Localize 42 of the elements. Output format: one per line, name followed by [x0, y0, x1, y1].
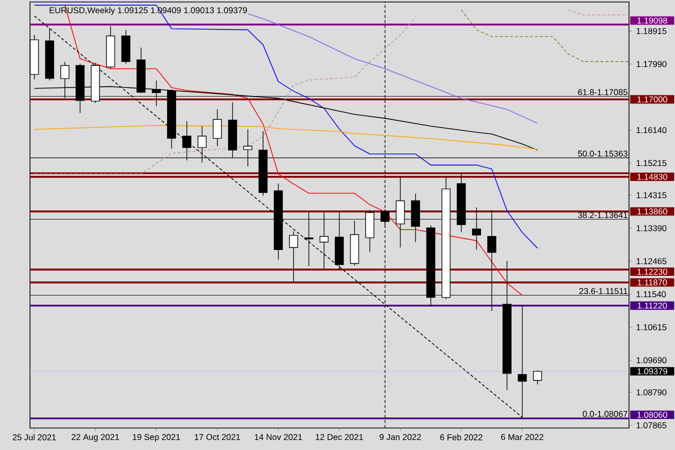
y-tick-label: 1.14315	[636, 192, 666, 198]
candlestick	[212, 109, 222, 146]
y-tick-label: 1.13390	[636, 225, 666, 232]
y-tick-label: 1.12465	[636, 258, 666, 264]
x-tick-label: 6 Feb 2022	[440, 434, 482, 440]
line-series	[460, 9, 630, 62]
ref-line-label: 1.08060	[637, 412, 668, 418]
y-tick-label: 1.07865	[636, 422, 666, 428]
x-tick-label: 25 Jul 2021	[12, 434, 56, 440]
x-tick-label: 22 Aug 2021	[72, 434, 120, 442]
ref-line-label: 1.17000	[637, 96, 668, 102]
ref-line-label: 1.19098	[637, 18, 668, 24]
y-tick-label: 1.10615	[636, 324, 666, 330]
annotation: 0.0-1.08067	[582, 410, 628, 417]
annotation: 38.2-1.13641	[578, 212, 628, 218]
ref-line-label: 1.09379	[637, 368, 668, 374]
y-tick-label: 1.09690	[636, 357, 666, 364]
line-series	[34, 4, 538, 249]
x-tick-label: 19 Sep 2021	[132, 434, 180, 442]
line-series	[247, 13, 538, 124]
x-tick-label: 17 Oct 2021	[194, 434, 240, 440]
ref-line-label: 1.14830	[637, 174, 668, 180]
x-tick-label: 14 Nov 2021	[254, 434, 302, 440]
y-tick-label: 1.18915	[636, 28, 666, 34]
candlestick	[289, 231, 298, 282]
annotation: 50.0-1.15363	[578, 150, 628, 157]
y-tick-label: 1.15215	[636, 160, 666, 166]
annotation: 23.6-1.11511	[579, 288, 628, 294]
annotation: 61.8-1.17085	[578, 89, 628, 96]
y-tick-label: 1.11540	[636, 291, 666, 298]
x-tick-label: 6 Mar 2022	[501, 434, 544, 440]
ref-line-label: 1.12230	[637, 268, 668, 275]
ref-line-label: 1.11870	[638, 279, 667, 286]
y-tick-label: 1.16140	[636, 127, 666, 134]
line-series	[34, 125, 538, 150]
y-tick-label: 1.08790	[636, 389, 666, 396]
ref-line-label: 1.13860	[637, 208, 668, 214]
y-tick-label: 1.17990	[636, 61, 666, 68]
x-tick-label: 9 Jan 2022	[380, 434, 421, 440]
ref-line-label: 1.11220	[638, 302, 667, 309]
x-tick-label: 12 Dec 2021	[316, 434, 363, 440]
candlestick	[533, 370, 542, 385]
